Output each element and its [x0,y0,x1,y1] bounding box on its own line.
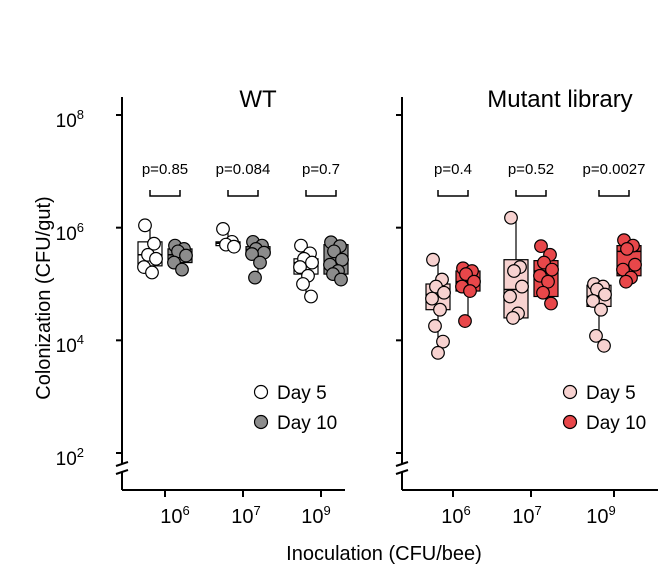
legend-marker-day5 [253,384,269,400]
significance-bracket [227,190,259,197]
y-tick-label: 104 [56,332,84,357]
svg-text:109: 109 [586,503,615,528]
x-tick-label: 106 [441,503,470,528]
data-point [426,252,440,267]
panel-title-wt: WT [239,86,277,113]
data-point [431,345,445,360]
svg-text:104: 104 [56,332,84,357]
legend-label-day10: Day 10 [277,413,337,434]
y-tick-label: 106 [56,220,84,245]
legend-label-day10: Day 10 [586,413,646,434]
significance-bracket [149,190,181,197]
significance-bracket [598,190,630,197]
data-point [463,284,477,298]
data-point [296,277,310,291]
legend-marker-day10 [562,414,578,430]
svg-text:102: 102 [56,445,84,470]
p-value-label: p=0.0027 [583,161,646,178]
data-point [216,222,230,236]
data-point [586,294,600,308]
data-point [335,252,349,267]
data-point [425,291,439,306]
y-tick-label: 102 [56,445,84,470]
data-point [227,239,241,254]
x-axis-title: Inoculation (CFU/bee) [286,543,482,565]
data-point [620,241,634,256]
axis-break-mark [115,469,129,475]
significance-bracket [305,190,337,197]
p-value-label: p=0.084 [216,161,271,178]
p-value-label: p=0.4 [434,161,472,178]
data-point [147,236,161,251]
data-point [175,262,189,277]
data-point [149,251,163,266]
data-point [305,255,319,270]
data-point [534,239,548,254]
data-point [507,264,521,278]
axis-break-mark [115,461,129,467]
svg-text:107: 107 [512,503,541,528]
data-point [503,289,517,304]
x-tick-label: 106 [160,503,189,528]
data-point [436,334,450,349]
x-tick-label: 109 [586,503,615,528]
axis-break-mark [395,461,409,467]
x-tick-label: 109 [301,503,330,528]
panel-title-mutant: Mutant library [487,86,632,113]
data-point [544,296,558,311]
p-value-label: p=0.85 [142,161,188,178]
legend-marker-day5 [562,384,578,400]
significance-bracket [437,190,469,197]
y-tick-label: 108 [56,107,84,132]
data-point [598,287,612,302]
svg-text:106: 106 [441,503,470,528]
svg-text:106: 106 [160,503,189,528]
significance-bracket [515,190,547,197]
legend-label-day5: Day 5 [586,383,636,404]
data-point [628,257,642,272]
svg-text:109: 109 [301,503,330,528]
data-point [294,238,308,253]
y-axis-title: Colonization (CFU/gut) [33,196,55,399]
x-tick-label: 107 [231,503,260,528]
data-point [145,265,159,280]
data-point [253,255,267,270]
data-point [245,247,259,261]
x-tick-label: 107 [512,503,541,528]
p-value-label: p=0.7 [302,161,340,178]
data-point [428,319,442,333]
data-point [536,285,550,300]
data-point [458,314,472,328]
data-point [179,248,193,263]
data-point [515,279,529,294]
data-point [248,270,262,285]
legend-label-day5: Day 5 [277,383,327,404]
data-point [597,338,611,353]
data-point [304,289,318,304]
svg-text:108: 108 [56,107,84,132]
data-point [293,260,307,274]
data-point [589,328,603,343]
data-point [327,244,341,259]
p-value-label: p=0.52 [508,161,554,178]
data-point [541,274,555,289]
data-point [545,262,559,277]
data-point [437,285,451,300]
data-point [504,210,518,225]
svg-text:106: 106 [56,220,84,245]
data-point [594,302,608,317]
data-point [334,272,348,287]
legend-marker-day10 [253,414,269,430]
svg-text:107: 107 [231,503,260,528]
axis-break-mark [395,469,409,475]
data-point [138,218,152,233]
data-point [619,274,633,289]
data-point [433,302,447,317]
data-point [506,311,520,325]
